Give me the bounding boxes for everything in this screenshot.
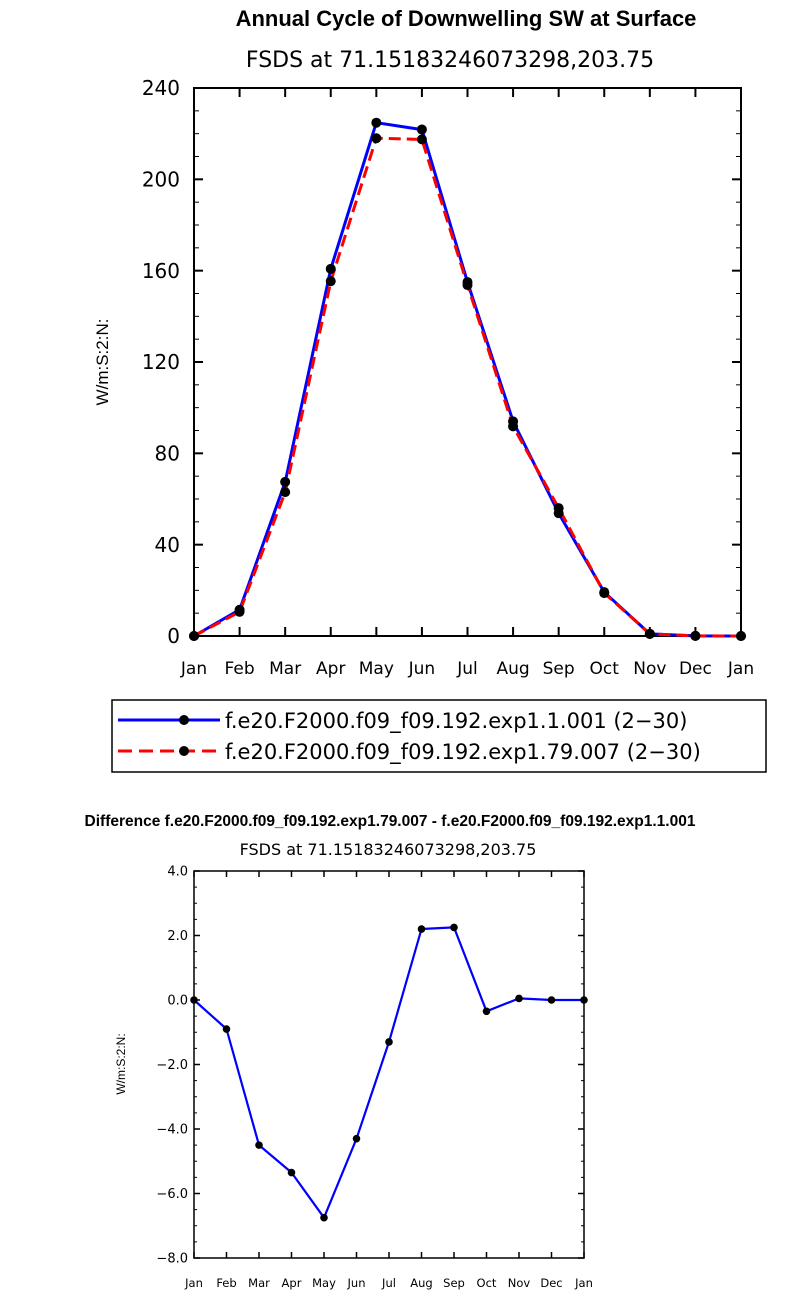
data-point-1 — [222, 1025, 231, 1033]
xtick-label: Aug — [410, 1276, 432, 1290]
data-point-2 — [508, 421, 519, 432]
xtick-label: Apr — [282, 1276, 302, 1290]
data-point-1 — [352, 1134, 361, 1143]
xtick-label: Jul — [456, 659, 478, 679]
data-point-1 — [280, 476, 291, 487]
ytick-label: 200 — [142, 168, 180, 192]
ytick-label: 40 — [155, 533, 180, 557]
data-point-2 — [690, 630, 701, 641]
legend-marker-2 — [179, 746, 189, 756]
chart1-subtitle: FSDS at 71.15183246073298,203.75 — [246, 48, 654, 73]
data-point-2 — [234, 606, 245, 617]
data-point-1 — [580, 996, 588, 1004]
legend-label-1: f.e20.F2000.f09_f09.192.exp1.1.001 (2−30… — [225, 709, 687, 734]
chart2-ylabel: W/m:S:2:N: — [114, 1033, 128, 1094]
xtick-label: Nov — [508, 1276, 531, 1290]
xtick-label: Jan — [180, 659, 207, 679]
ytick-label: −6.0 — [156, 1187, 188, 1202]
data-point-2 — [736, 631, 746, 641]
data-point-2 — [553, 503, 564, 514]
data-point-1 — [371, 117, 382, 128]
xtick-label: Jun — [347, 1276, 366, 1290]
ytick-label: −8.0 — [156, 1252, 188, 1267]
data-point-1 — [325, 263, 336, 274]
legend-label-2: f.e20.F2000.f09_f09.192.exp1.79.007 (2−3… — [225, 740, 701, 765]
data-point-1 — [515, 994, 523, 1003]
ytick-label: 120 — [142, 350, 180, 374]
xtick-label: Feb — [216, 1276, 236, 1290]
ytick-label: 0 — [167, 624, 180, 648]
data-point-1 — [385, 1038, 393, 1046]
xtick-label: Apr — [316, 659, 345, 679]
data-point-2 — [280, 487, 291, 498]
xtick-label: Jan — [727, 659, 754, 679]
ytick-label: 2.0 — [167, 929, 188, 944]
data-point-1 — [547, 996, 556, 1004]
data-point-1 — [416, 124, 427, 135]
data-point-2 — [325, 276, 336, 287]
xtick-label: Oct — [477, 1276, 497, 1290]
chart2-title: Difference f.e20.F2000.f09_f09.192.exp1.… — [85, 813, 696, 830]
ytick-label: −4.0 — [156, 1123, 188, 1138]
legend-marker-1 — [179, 715, 189, 725]
xtick-label: Nov — [633, 659, 666, 679]
data-point-1 — [482, 1007, 491, 1016]
legend-box — [111, 699, 767, 773]
xtick-label: Aug — [496, 659, 529, 679]
data-point-2 — [371, 133, 382, 144]
data-point-2 — [189, 631, 199, 641]
chart1-ylabel: W/m:S:2:N: — [93, 319, 112, 406]
xtick-label: Jun — [408, 659, 436, 679]
data-point-1 — [190, 996, 198, 1004]
xtick-label: Sep — [443, 1276, 465, 1290]
data-point-1 — [417, 925, 426, 933]
xtick-label: Mar — [248, 1276, 270, 1290]
ytick-label: 4.0 — [167, 865, 188, 880]
data-point-1 — [450, 923, 458, 932]
chart2-subtitle: FSDS at 71.15183246073298,203.75 — [240, 840, 537, 859]
xtick-label: May — [312, 1276, 336, 1290]
data-point-2 — [599, 588, 610, 599]
chart-annual-cycle: Annual Cycle of Downwelling SW at Surfac… — [93, 6, 767, 773]
chart-difference: Difference f.e20.F2000.f09_f09.192.exp1.… — [85, 813, 696, 1290]
ytick-label: 0.0 — [167, 994, 188, 1009]
xtick-label: Mar — [269, 659, 301, 679]
data-point-1 — [287, 1168, 296, 1177]
chart2-plot-frame — [193, 870, 585, 1259]
data-point-1 — [255, 1141, 263, 1149]
xtick-label: May — [359, 659, 394, 679]
xtick-label: Feb — [225, 659, 255, 679]
data-point-2 — [644, 628, 655, 639]
xtick-label: Dec — [679, 659, 712, 679]
data-point-2 — [462, 280, 473, 291]
chart1-title: Annual Cycle of Downwelling SW at Surfac… — [236, 6, 697, 31]
xtick-label: Jan — [574, 1276, 593, 1290]
xtick-label: Oct — [590, 659, 620, 679]
xtick-label: Jan — [184, 1276, 203, 1290]
ytick-label: −2.0 — [156, 1058, 188, 1073]
xtick-label: Dec — [540, 1276, 562, 1290]
ytick-label: 80 — [155, 442, 180, 466]
series-line-1 — [193, 121, 742, 638]
ytick-label: 160 — [142, 259, 180, 283]
xtick-label: Sep — [543, 659, 575, 679]
chart1-plot-frame — [193, 87, 742, 637]
ytick-label: 240 — [142, 76, 180, 100]
xtick-label: Jul — [381, 1276, 396, 1290]
data-point-1 — [320, 1213, 328, 1222]
series-line-2 — [193, 136, 742, 638]
chart1-legend: f.e20.F2000.f09_f09.192.exp1.1.001 (2−30… — [111, 699, 767, 773]
series-line-1 — [193, 926, 584, 1219]
data-point-2 — [416, 134, 427, 145]
